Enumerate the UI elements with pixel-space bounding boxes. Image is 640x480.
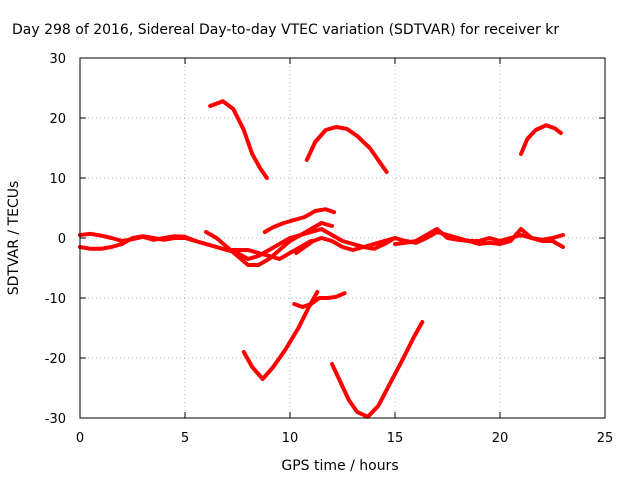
x-tick-label: 5: [181, 431, 189, 446]
series-arc-j: [241, 290, 320, 381]
series-arc-i: [393, 227, 565, 249]
y-tick-label: 30: [49, 52, 66, 67]
y-tick-label: 20: [49, 112, 66, 127]
y-tick-label: -20: [45, 352, 66, 367]
x-tick-label: 0: [76, 431, 84, 446]
series-arc-l: [330, 320, 425, 419]
series-arc-f: [204, 221, 334, 267]
series-arc-h: [294, 236, 397, 255]
x-tick-label: 10: [282, 431, 299, 446]
x-tick-label: 15: [387, 431, 404, 446]
y-tick-label: 0: [58, 232, 66, 247]
x-tick-label: 25: [597, 431, 614, 446]
y-tick-label: 10: [49, 172, 66, 187]
series-arc-g: [262, 207, 337, 234]
series-arc-k: [292, 291, 347, 309]
series-arc-c: [519, 123, 563, 156]
x-tick-label: 20: [492, 431, 509, 446]
y-axis-label: SDTVAR / TECUs: [6, 181, 22, 296]
chart-title: Day 298 of 2016, Sidereal Day-to-day VTE…: [12, 22, 559, 38]
x-axis-ticks: 0 5 10 15 20 25: [76, 58, 613, 446]
series-arc-a: [208, 99, 269, 180]
series-arc-b: [304, 125, 389, 174]
y-tick-label: -10: [45, 292, 66, 307]
y-tick-label: -30: [45, 412, 66, 427]
data-series: [78, 99, 565, 419]
y-axis-ticks: -30 -20 -10 0 10 20 30: [45, 52, 605, 427]
x-axis-label: GPS time / hours: [281, 458, 398, 474]
